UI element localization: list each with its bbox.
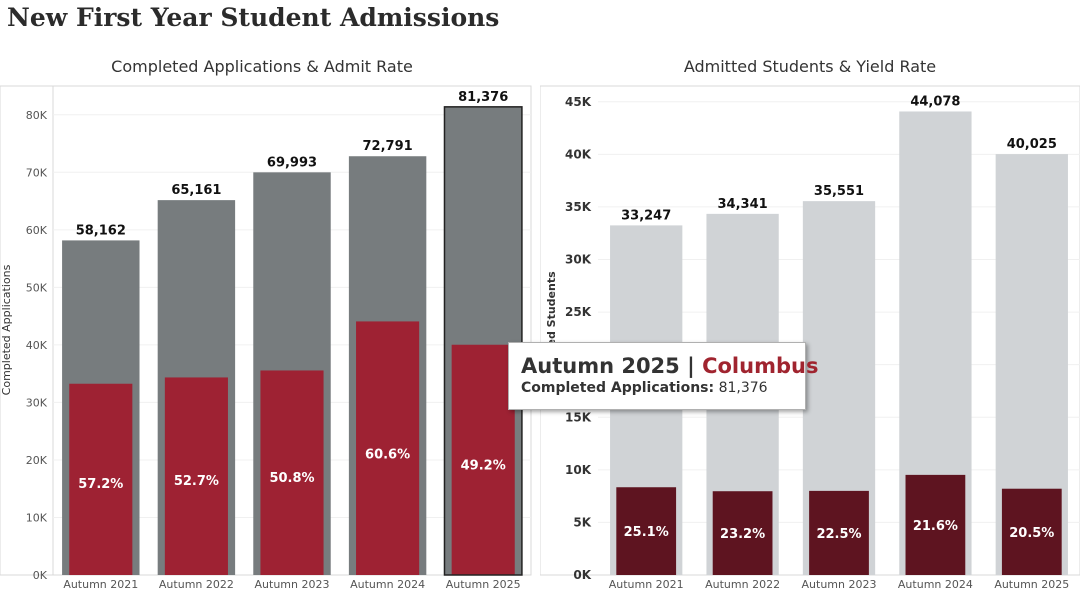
left-value-label: 65,161 [171,183,221,198]
admitted-students-chart[interactable]: 0K5K10K15K20K25K30K35K40K45K33,24725.1%A… [540,0,1080,590]
right-y-tick-label: 35K [565,200,592,214]
right-rate-label: 23.2% [720,527,765,542]
left-x-tick-label: Autumn 2023 [255,578,330,590]
left-value-label: 58,162 [76,223,126,238]
page-title: New First Year Student Admissions [7,3,500,32]
right-y-tick-label: 15K [565,410,592,424]
tooltip-campus: Columbus [702,354,819,378]
right-y-tick-label: 40K [565,147,592,161]
left-x-tick-label: Autumn 2021 [63,578,138,590]
left-y-tick-label: 60K [26,224,48,237]
left-rate-label: 57.2% [78,477,123,492]
right-value-label: 34,341 [718,197,768,212]
tooltip-term: Autumn 2025 [521,354,680,378]
left-y-tick-label: 80K [26,109,48,122]
right-bar-sub[interactable] [905,474,966,575]
left-bar-sub[interactable] [164,377,228,575]
left-bar-sub[interactable] [356,321,420,575]
right-y-tick-label: 0K [573,568,591,582]
left-y-tick-label: 50K [26,281,48,294]
tooltip-metric-value: 81,376 [718,380,768,396]
left-x-tick-label: Autumn 2025 [446,578,521,590]
right-y-tick-label: 5K [573,515,591,529]
left-y-tick-label: 40K [26,339,48,352]
right-rate-label: 21.6% [913,519,958,534]
left-y-tick-label: 70K [26,166,48,179]
left-value-label: 72,791 [363,139,413,154]
left-value-label: 69,993 [267,155,317,170]
right-rate-label: 22.5% [816,527,861,542]
right-bar-sub[interactable] [809,490,869,575]
left-rate-label: 50.8% [269,471,314,486]
right-bar-sub[interactable] [712,491,773,575]
right-bar-sub[interactable] [1001,488,1062,575]
right-value-label: 44,078 [910,94,960,109]
right-x-tick-label: Autumn 2021 [609,578,684,590]
left-y-axis-title: Completed Applications [0,264,13,395]
right-bar-sub[interactable] [616,487,677,575]
tooltip-metric: Completed Applications: 81,376 [521,380,793,396]
tooltip-metric-label: Completed Applications: [521,380,715,396]
left-y-tick-label: 20K [26,454,48,467]
right-y-tick-label: 30K [565,253,592,267]
left-value-label: 81,376 [458,90,508,105]
right-x-tick-label: Autumn 2023 [802,578,877,590]
left-rate-label: 60.6% [365,447,410,462]
right-rate-label: 25.1% [624,525,669,540]
tooltip-heading: Autumn 2025 | Columbus [521,353,818,379]
left-y-tick-label: 30K [26,396,48,409]
left-bar-sub[interactable] [451,344,515,575]
right-value-label: 35,551 [814,184,864,199]
left-x-tick-label: Autumn 2024 [350,578,425,590]
left-bar-sub[interactable] [69,383,133,575]
left-x-tick-label: Autumn 2022 [159,578,234,590]
chart-tooltip: Autumn 2025 | Columbus Completed Applica… [508,342,818,410]
left-y-tick-label: 10K [26,511,48,524]
completed-applications-chart[interactable]: 0K 10K 20K 30K 40K 50K 60K 70K 80K 58,162 57.2% Aut… [0,0,540,590]
right-y-tick-label: 10K [565,463,592,477]
left-bar-sub[interactable] [260,370,324,575]
tooltip-separator: | [687,354,695,378]
right-chart-title: Admitted Students & Yield Rate [683,57,937,76]
right-rate-label: 20.5% [1009,526,1054,541]
left-chart-title: Completed Applications & Admit Rate [111,57,413,76]
left-y-tick-label: 0K [33,569,48,582]
left-rate-label: 52.7% [174,474,219,489]
right-x-tick-label: Autumn 2022 [705,578,780,590]
right-value-label: 40,025 [1007,137,1057,152]
right-x-tick-label: Autumn 2024 [898,578,973,590]
right-y-tick-label: 25K [565,305,592,319]
left-rate-label: 49.2% [461,458,506,473]
right-y-tick-label: 45K [565,95,592,109]
left-bar-highlight [443,106,523,576]
right-x-tick-label: Autumn 2025 [994,578,1069,590]
right-value-label: 33,247 [621,208,671,223]
